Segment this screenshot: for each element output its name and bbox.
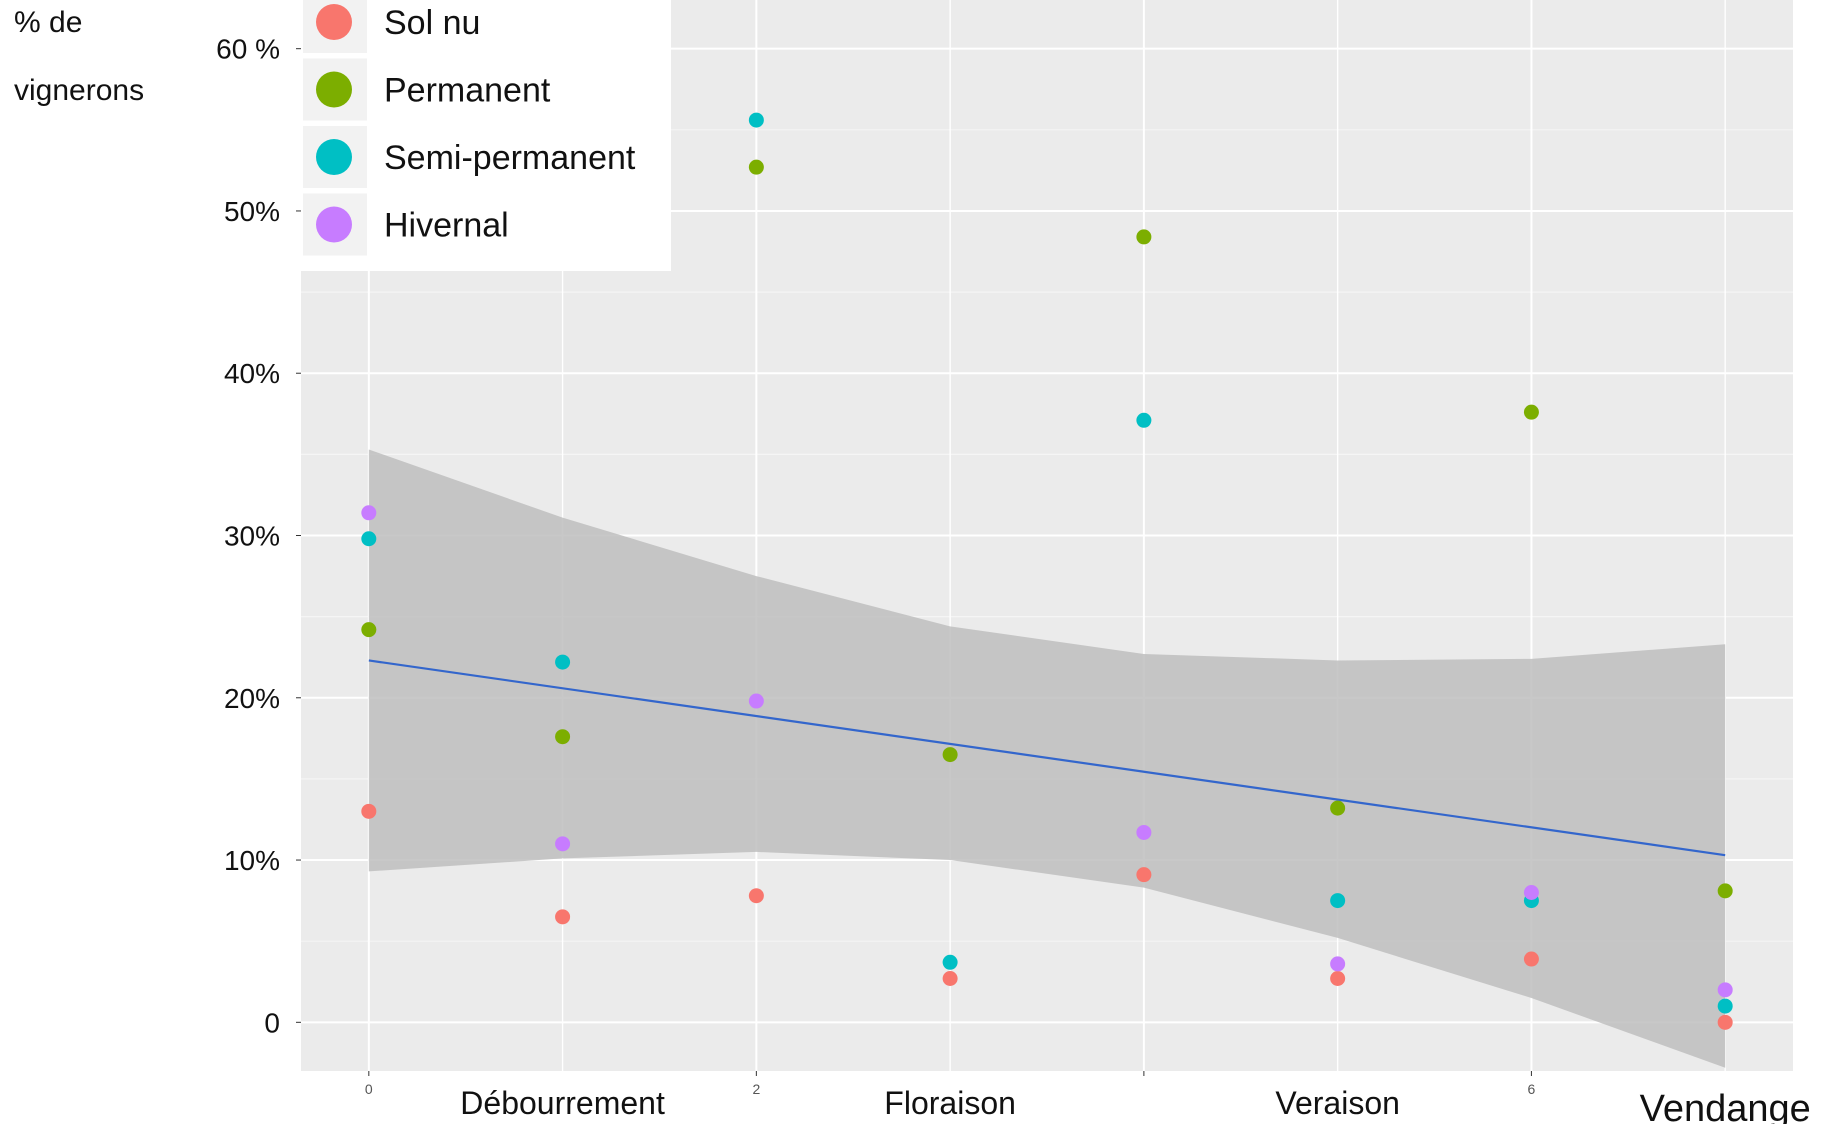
point-sol-nu bbox=[1136, 867, 1152, 883]
y-tick-label: 30% bbox=[224, 521, 280, 552]
x-category-debourrement: Débourrement bbox=[460, 1085, 665, 1121]
legend-key-semi-permanent bbox=[316, 139, 352, 175]
point-hivernal bbox=[361, 505, 377, 521]
point-semi-permanent bbox=[555, 654, 571, 670]
point-semi-permanent bbox=[361, 531, 377, 547]
point-sol-nu bbox=[748, 888, 764, 904]
points-layer bbox=[361, 112, 1733, 1030]
y-tick-label: 40% bbox=[224, 358, 280, 389]
point-sol-nu bbox=[361, 803, 377, 819]
y-tick-label: 60 % bbox=[216, 34, 280, 65]
trend-line bbox=[368, 659, 1726, 857]
point-permanent bbox=[748, 159, 764, 175]
point-permanent bbox=[1523, 404, 1539, 420]
x-category-vendange: Vendange bbox=[1640, 1088, 1811, 1124]
point-sol-nu bbox=[1330, 971, 1346, 987]
y-tick-label: 0 bbox=[264, 1007, 280, 1038]
y-tick-label: 10% bbox=[224, 845, 280, 876]
legend: Sol nu Permanent Semi-permanent Hivernal bbox=[301, 0, 671, 271]
point-permanent bbox=[1136, 229, 1152, 245]
x-category-floraison: Floraison bbox=[884, 1085, 1016, 1121]
legend-key-hivernal bbox=[316, 206, 352, 243]
x-tick-label: 0 bbox=[365, 1081, 373, 1097]
point-semi-permanent bbox=[1136, 412, 1152, 428]
point-hivernal bbox=[1717, 982, 1733, 998]
point-permanent bbox=[942, 747, 958, 763]
point-hivernal bbox=[555, 836, 571, 852]
point-sol-nu bbox=[1717, 1014, 1733, 1030]
x-tick-label: 2 bbox=[752, 1081, 760, 1097]
point-hivernal bbox=[1523, 885, 1539, 900]
point-semi-permanent bbox=[748, 112, 764, 128]
point-permanent bbox=[361, 622, 377, 638]
y-tick-label: 20% bbox=[224, 683, 280, 714]
point-semi-permanent bbox=[1717, 998, 1733, 1014]
point-hivernal bbox=[1136, 824, 1152, 840]
y-axis-label: vignerons bbox=[14, 74, 144, 107]
axis-layer: 0 10% 20% 30% 40% 50% 60 % % de vignerons 0 2 6 Débo… bbox=[14, 6, 1811, 1124]
x-category-veraison: Veraison bbox=[1275, 1085, 1400, 1121]
y-tick-label: 50% bbox=[224, 196, 280, 227]
point-permanent bbox=[1717, 883, 1733, 899]
legend-label-permanent: Permanent bbox=[384, 72, 551, 110]
legend-label-semi-permanent: Semi-permanent bbox=[384, 139, 636, 177]
trend-line-layer bbox=[368, 659, 1726, 857]
legend-key-sol-nu bbox=[316, 4, 352, 40]
point-semi-permanent bbox=[942, 954, 958, 970]
point-sol-nu bbox=[942, 971, 958, 987]
point-sol-nu bbox=[1523, 951, 1539, 967]
point-sol-nu bbox=[555, 909, 571, 925]
point-hivernal bbox=[1330, 956, 1346, 972]
point-semi-permanent bbox=[1330, 893, 1346, 909]
legend-label-hivernal: Hivernal bbox=[384, 207, 509, 245]
point-hivernal bbox=[748, 693, 764, 709]
legend-key-permanent bbox=[316, 71, 352, 108]
y-axis-label: % de bbox=[14, 6, 82, 39]
x-tick-label: 6 bbox=[1528, 1081, 1536, 1097]
legend-label-sol-nu: Sol nu bbox=[384, 4, 480, 42]
point-permanent bbox=[555, 729, 571, 745]
point-permanent bbox=[1330, 800, 1346, 816]
